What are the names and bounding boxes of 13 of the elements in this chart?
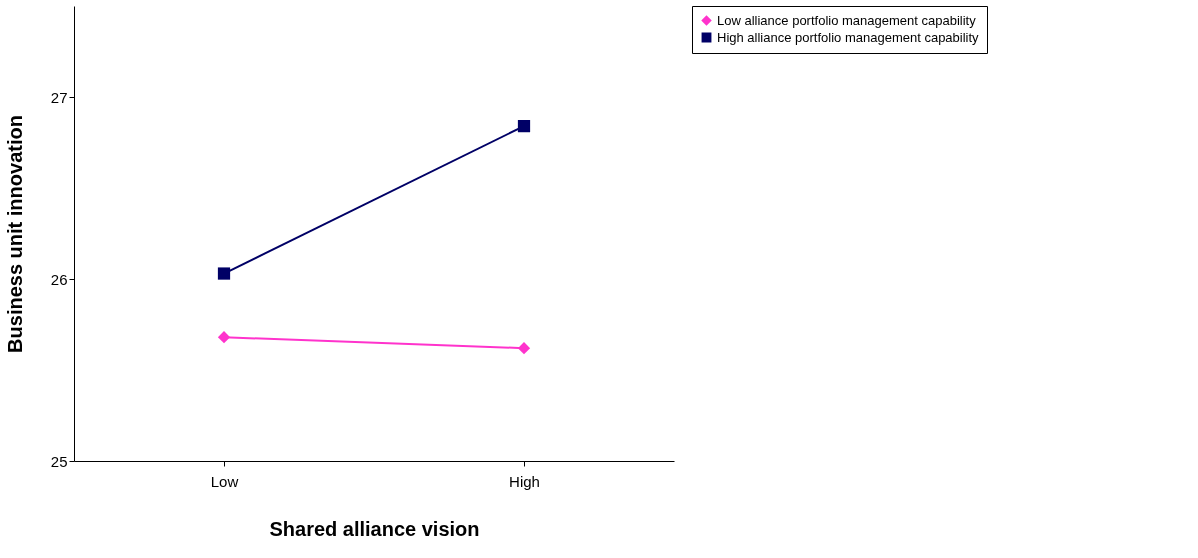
legend-label: High alliance portfolio management capability bbox=[717, 29, 980, 45]
point bbox=[517, 342, 531, 355]
y-tick-label: 26 bbox=[50, 270, 68, 288]
point bbox=[217, 331, 231, 344]
legend-label: Low alliance portfolio management capability bbox=[717, 12, 977, 28]
point bbox=[217, 267, 231, 280]
x-tick-label: Low bbox=[210, 472, 239, 490]
x-tick-label: High bbox=[509, 472, 540, 490]
x-axis-title: Shared alliance vision bbox=[269, 517, 480, 540]
point bbox=[517, 120, 531, 133]
y-tick-label: 25 bbox=[50, 452, 68, 470]
y-axis-title: Business unit innovation bbox=[3, 115, 26, 353]
y-tick-label: 27 bbox=[50, 88, 68, 106]
